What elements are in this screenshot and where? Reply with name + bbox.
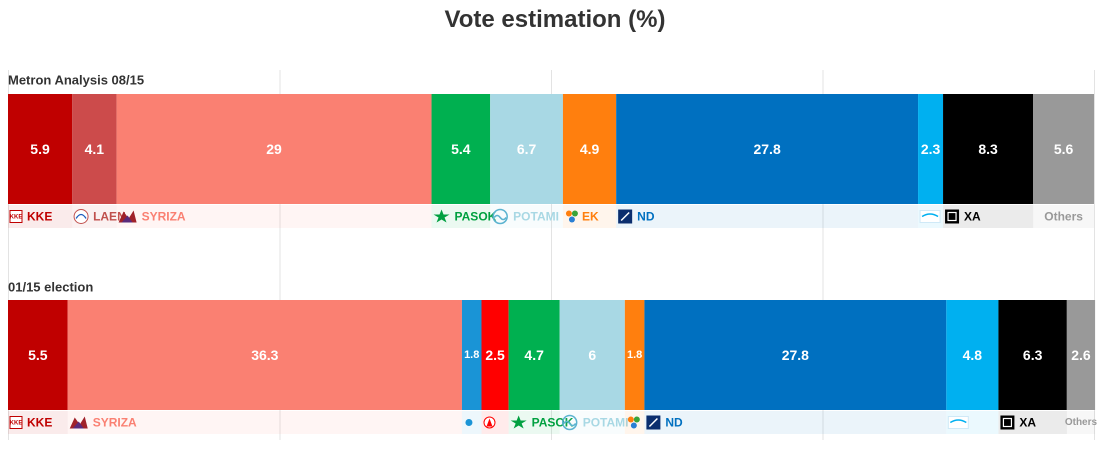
label-strip-syriza: [116, 205, 432, 228]
bar-segment-anel-logo: [946, 300, 999, 410]
panel-title: 01/15 election: [8, 280, 93, 295]
panel-1: Metron Analysis 08/15 5.9 KKE KKE 4.1 LAEN 29 S…: [8, 73, 1094, 228]
nd-logo: [646, 415, 661, 430]
value-label-xa: 6.3: [1023, 347, 1043, 363]
label-strip-nd: [644, 411, 947, 434]
party-label-others: Others: [1044, 210, 1083, 224]
bar-segment-syriza: [116, 94, 432, 204]
potami-logo: [492, 208, 508, 225]
value-label-nd: 27.8: [753, 141, 780, 157]
label-strip-potami: [559, 411, 625, 434]
anel-logo: [919, 210, 941, 223]
pasok-logo: [433, 209, 450, 223]
label-strip-syriza: [67, 411, 462, 434]
panel-2: 01/15 election 5.5 KKE KKE 36.3 SYRIZA 1.8 2.5 4…: [8, 280, 1098, 434]
potami-logo: [561, 414, 578, 431]
value-label-kke: 5.9: [30, 141, 50, 157]
pasok-logo: [510, 415, 527, 429]
syriza-logo: [69, 416, 88, 429]
value-label-nd: 27.8: [782, 347, 809, 363]
label-strip-xa: [943, 205, 1034, 228]
party-label-ek: EK: [582, 210, 599, 224]
party-label-kke: KKE: [27, 210, 52, 224]
value-label-potami: 6.7: [517, 141, 537, 157]
party-label-xa: XA: [1019, 416, 1036, 430]
value-label-pasok: 5.4: [451, 141, 471, 157]
label-strip-pasok: [508, 411, 560, 434]
kidiso-logo: [465, 419, 473, 426]
value-label-kidiso-logo: 1.8: [464, 349, 479, 361]
value-label-syriza: 29: [266, 141, 282, 157]
ek-logo: [565, 210, 578, 223]
bar-segment-ek-logo: [624, 300, 645, 410]
bar-segment-others: [1033, 94, 1094, 204]
label-strip-xa: [998, 411, 1067, 434]
panel-title: Metron Analysis 08/15: [8, 73, 144, 88]
value-label-others: 5.6: [1054, 141, 1074, 157]
bar-segment-xa: [943, 94, 1034, 204]
value-label-laen: 4.1: [85, 141, 105, 157]
nd-logo: [618, 209, 633, 224]
party-label-potami: POTAMI: [513, 210, 559, 224]
bar-segment-kke: [8, 94, 73, 204]
antarsya-logo: [483, 416, 496, 429]
bar-segment-anel-logo: [918, 94, 944, 204]
party-label-syriza: SYRIZA: [142, 210, 186, 224]
label-strip-kke: [8, 411, 68, 434]
party-label-xa: XA: [964, 210, 981, 224]
value-label-antarsya-logo: 2.5: [485, 347, 505, 363]
value-label-ek: 4.9: [580, 141, 600, 157]
label-strip-potami: [490, 205, 563, 228]
xa-logo: [1000, 415, 1015, 430]
bar-segment-others: [1066, 300, 1096, 410]
label-strip-others: [1066, 411, 1096, 434]
bar-segment-pasok: [508, 300, 560, 410]
bar-segment-syriza: [67, 300, 462, 410]
svg-text:KKE: KKE: [10, 421, 23, 427]
value-label-potami: 6: [588, 347, 596, 363]
label-strip-ek-logo: [624, 411, 645, 434]
bar-segment-pasok: [431, 94, 491, 204]
ek-logo: [627, 416, 640, 429]
bar-segment-xa: [998, 300, 1067, 410]
value-label-syriza: 36.3: [251, 347, 278, 363]
svg-text:KKE: KKE: [10, 215, 23, 221]
bar-segment-nd: [644, 300, 947, 410]
bar-segment-kidiso-logo: [461, 300, 482, 410]
party-label-laen: LAEN: [93, 210, 126, 224]
laen-logo: [73, 209, 89, 224]
syriza-logo: [118, 210, 137, 223]
kke-logo: KKE: [9, 210, 23, 223]
kke-logo: KKE: [9, 416, 23, 429]
value-label-ek-logo: 1.8: [627, 349, 642, 361]
value-label-anel-logo: 2.3: [921, 141, 941, 157]
bar-segment-potami: [490, 94, 563, 204]
bar-segment-kke: [8, 300, 68, 410]
value-label-others: 2.6: [1071, 347, 1091, 363]
label-strip-others: [1033, 205, 1094, 228]
value-label-anel-logo: 4.8: [963, 347, 983, 363]
anel-logo: [947, 416, 969, 429]
label-strip-ek: [562, 205, 617, 228]
bar-segment-ek: [562, 94, 617, 204]
label-strip-kke: [8, 205, 73, 228]
bar-segment-potami: [559, 300, 625, 410]
bar-segment-laen: [72, 94, 117, 204]
party-label-others: Others: [1065, 417, 1098, 428]
xa-logo: [945, 209, 960, 224]
party-label-syriza: SYRIZA: [93, 416, 137, 430]
chart-title: Vote estimation (%): [444, 6, 666, 33]
value-label-xa: 8.3: [978, 141, 998, 157]
value-label-pasok: 4.7: [524, 347, 544, 363]
bar-segment-antarsya-logo: [481, 300, 509, 410]
value-label-kke: 5.5: [28, 347, 48, 363]
party-label-pasok: PASOK: [455, 210, 497, 224]
party-label-potami: POTAMI: [583, 416, 629, 430]
bar-segment-nd: [616, 94, 919, 204]
label-strip-nd: [616, 205, 919, 228]
party-label-nd: ND: [665, 416, 683, 430]
party-label-nd: ND: [637, 210, 655, 224]
party-label-kke: KKE: [27, 416, 52, 430]
